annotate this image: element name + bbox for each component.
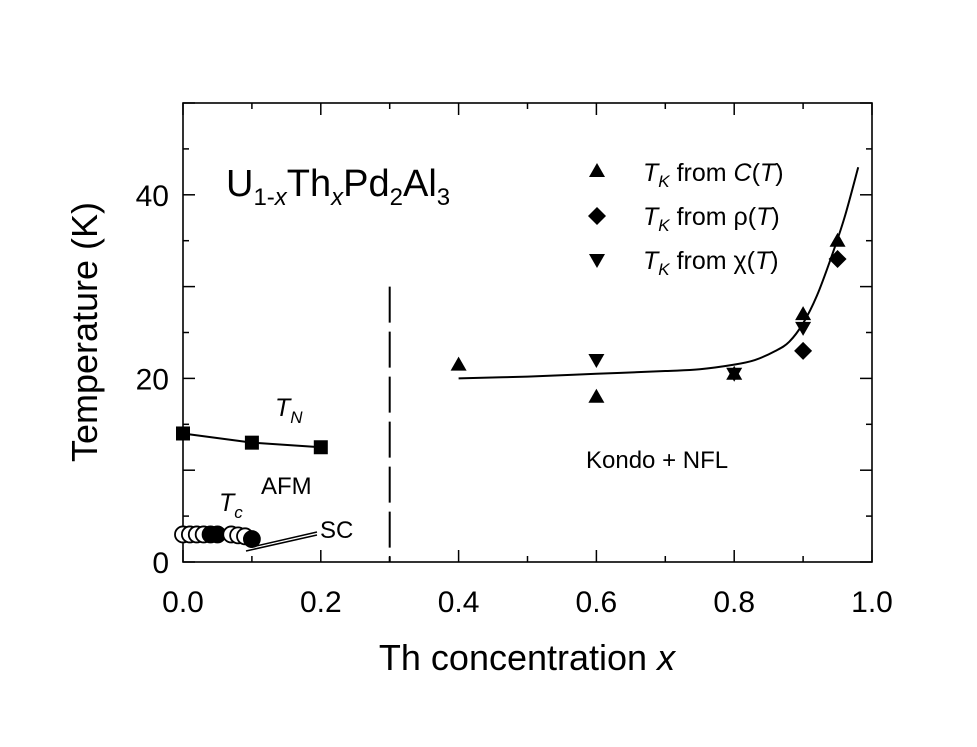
t-k-from-chi-t--point bbox=[588, 354, 605, 369]
legend-label-c: TK from C(T) bbox=[643, 159, 784, 191]
y-tick-label: 20 bbox=[136, 363, 169, 396]
x-tick-label: 0.4 bbox=[438, 586, 480, 619]
t-n-point bbox=[176, 426, 190, 441]
annotation-tn: TN bbox=[275, 394, 303, 427]
legend-label-chi: TK from χ(T) bbox=[643, 247, 779, 279]
annotation-kondo-nfl: Kondo + NFL bbox=[586, 447, 728, 474]
x-tick-label: 1.0 bbox=[851, 586, 893, 619]
legend-label-rho: TK from ρ(T) bbox=[643, 203, 780, 235]
legend: TK from C(T) TK from ρ(T) TK from χ(T) bbox=[588, 159, 784, 279]
axis-ticks bbox=[182, 102, 873, 563]
t-k-from-chi-t--point bbox=[795, 321, 812, 336]
t-k-from-rho-t--point bbox=[794, 341, 813, 360]
t-k-from-c-t--point bbox=[829, 232, 846, 247]
annotation-tc: Tc bbox=[219, 489, 243, 522]
x-axis-label: Th concentration x bbox=[379, 637, 677, 678]
legend-marker-diamond bbox=[588, 207, 606, 225]
sc-pointer-line-1 bbox=[251, 531, 318, 548]
annotation-sc: SC bbox=[320, 517, 353, 544]
x-tick-label: 0.0 bbox=[162, 586, 204, 619]
t-k-from-c-t--point bbox=[450, 356, 467, 371]
t-c-point bbox=[242, 530, 261, 548]
t-k-from-rho-t--point bbox=[828, 250, 847, 269]
t-n-point bbox=[313, 440, 328, 455]
kondo-fit-curve bbox=[458, 166, 860, 380]
y-tick-label: 0 bbox=[152, 547, 169, 580]
y-axis-label: Temperature (K) bbox=[64, 202, 105, 462]
t-k-from-c-t--point bbox=[795, 306, 812, 321]
x-tick-label: 0.6 bbox=[576, 586, 618, 619]
sc-pointer-line-2 bbox=[245, 534, 318, 552]
legend-marker-triangle-down bbox=[589, 254, 605, 268]
y-tick-label: 40 bbox=[136, 180, 169, 213]
t-k-from-c-t--point bbox=[588, 388, 605, 403]
axis-tick-labels: 0.0 0.2 0.4 0.6 0.8 1.0 0 20 40 bbox=[136, 180, 893, 619]
annotation-afm: AFM bbox=[261, 473, 312, 500]
legend-marker-triangle-up bbox=[589, 163, 605, 177]
data-markers bbox=[174, 232, 847, 548]
chart-title: U1-xThxPd2Al3 bbox=[226, 163, 450, 211]
x-tick-label: 0.8 bbox=[713, 586, 755, 619]
t-n-point bbox=[244, 435, 259, 450]
t-k-from-chi-t--point bbox=[726, 367, 743, 382]
x-tick-label: 0.2 bbox=[300, 586, 342, 619]
